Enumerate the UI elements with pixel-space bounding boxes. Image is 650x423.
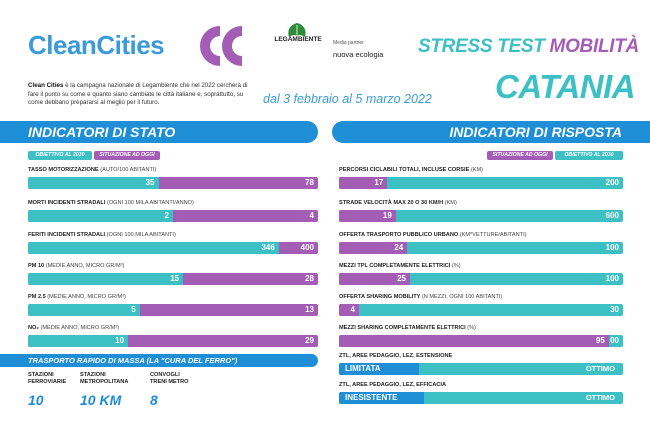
ztl-current-fill — [339, 363, 419, 375]
indicator-bar: 200 17 — [339, 177, 623, 189]
intro-text: Clean Cities è la campagna nazionale di … — [28, 82, 248, 106]
goal-value-bar: 15 — [28, 273, 184, 285]
goal-value-bar: 100 — [339, 273, 623, 285]
indicator-label: MEZZI SHARING COMPLETAMENTE ELETTRICI (%… — [339, 325, 476, 331]
indicator-label: PERCORSI CICLABILI TOTALI, INCLUSE CORSI… — [339, 167, 484, 173]
indicator-label: NO₂ (MEDIE ANNO, MICRO GR/M³) — [28, 325, 120, 331]
goal-value-bar: 2 — [28, 210, 173, 222]
goal-value-bar: 346 — [28, 242, 279, 254]
indicator-label: STRADE VELOCITÀ MAX 20 O 30 KM/H (KM) — [339, 200, 457, 206]
current-value-bar: 19 — [339, 210, 396, 222]
trasporto-banner: TRASPORTO RAPIDO DI MASSA (LA "CURA DEL … — [0, 354, 318, 367]
indicator-bar: 100 24 — [339, 242, 623, 254]
trasporto-value: 10 KM — [80, 392, 122, 408]
goal-value-bar: 35 — [28, 177, 159, 189]
ztl-label: ZTL, AREE PEDAGGIO, LEZ, EFFICACIA — [339, 382, 447, 388]
ztl-goal-value: OTTIMO — [585, 393, 615, 402]
indicator-label: OFFERTA SHARING MOBILITY (N MEZZI, OGNI … — [339, 294, 503, 300]
indicator-label: PM 10 (MEDIE ANNO, MICRO GR/M³) — [28, 263, 125, 269]
legend-goal-2030: OBIETTIVO AL 2030 — [28, 151, 92, 160]
ztl-current-value: INESISTENTE — [345, 393, 398, 402]
current-value-bar: 95 — [339, 335, 609, 347]
legend-current: SITUAZIONE AD OGGI — [487, 151, 553, 160]
indicator-bar: 28 15 — [28, 273, 318, 285]
goal-value-bar: 10 — [28, 335, 129, 347]
trasporto-label: STAZIONI FERROVIARIE — [28, 372, 67, 385]
section-title: INDICATORI DI STATO — [28, 124, 176, 140]
current-value-bar: 17 — [339, 177, 388, 189]
media-partner-label: Media partner — [333, 40, 364, 46]
goal-value-bar: 5 — [28, 304, 140, 316]
legambiente-logo: LEGAMBIENTE — [274, 36, 322, 43]
section-indicatori-stato: INDICATORI DI STATO — [0, 121, 318, 143]
campaign-dates: dal 3 febbraio al 5 marzo 2022 — [263, 92, 432, 106]
indicator-label: TASSO MOTORIZZAZIONE (AUTO/100 ABITANTI) — [28, 167, 157, 173]
current-value-bar: 4 — [339, 304, 359, 316]
city-name: CATANIA — [495, 68, 636, 105]
section-title: INDICATORI DI RISPOSTA — [449, 124, 622, 140]
indicator-bar: 13 5 — [28, 304, 318, 316]
indicator-bar: 100 95 — [339, 335, 623, 347]
indicator-label: OFFERTA TRASPORTO PUBBLICO URBANO (KM*VE… — [339, 232, 527, 238]
indicator-bar: 600 19 — [339, 210, 623, 222]
ztl-bar: LIMITATA OTTIMO — [339, 363, 623, 375]
legend-current: SITUAZIONE AD OGGI — [94, 151, 160, 160]
stress-test-title: STRESS TEST MOBILITÀ — [418, 36, 639, 57]
cleancities-logo: CleanCities — [28, 30, 165, 60]
section-indicatori-risposta: INDICATORI DI RISPOSTA — [332, 121, 650, 143]
ztl-current-fill — [339, 392, 425, 404]
indicator-bar: 29 10 — [28, 335, 318, 347]
indicator-label: FERITI INCIDENTI STRADALI (OGNI 100 MILA… — [28, 232, 176, 238]
ztl-current-value: LIMITATA — [345, 364, 381, 373]
ztl-goal-value: OTTIMO — [585, 364, 615, 373]
trasporto-title: TRASPORTO RAPIDO DI MASSA (LA "CURA DEL … — [28, 355, 238, 365]
trasporto-label: CONVOGLI TRENI METRO — [150, 372, 189, 385]
goal-value-bar: 30 — [339, 304, 623, 316]
media-partner-name: nuova ecologia — [333, 50, 384, 59]
ztl-label: ZTL, AREE PEDAGGIO, LEZ, ESTENSIONE — [339, 353, 453, 359]
indicator-bar: 78 35 — [28, 177, 318, 189]
indicator-label: MORTI INCIDENTI STRADALI (OGNI 100 MILA … — [28, 200, 194, 206]
indicator-label: MEZZI TPL COMPLETAMENTE ELETTRICI (%) — [339, 263, 461, 269]
legend-goal-2030: OBIETTIVO AL 2030 — [555, 151, 623, 160]
cleancities-double-c-icon — [200, 26, 242, 66]
current-value-bar: 25 — [339, 273, 410, 285]
trasporto-label: STAZIONI METROPOLITANA — [80, 372, 129, 385]
indicator-bar: 400 346 — [28, 242, 318, 254]
legambiente-leaf-icon — [288, 23, 306, 37]
trasporto-value: 10 — [28, 392, 44, 408]
goal-value-bar: 600 — [339, 210, 623, 222]
indicator-bar: 30 4 — [339, 304, 623, 316]
ztl-bar: INESISTENTE OTTIMO — [339, 392, 623, 404]
trasporto-value: 8 — [150, 392, 158, 408]
indicator-label: PM 2.5 (MEDIE ANNO, MICRO GR/M³) — [28, 294, 126, 300]
indicator-bar: 100 25 — [339, 273, 623, 285]
goal-value-bar: 100 — [339, 242, 623, 254]
goal-value-bar: 200 — [339, 177, 623, 189]
current-value-bar: 24 — [339, 242, 408, 254]
